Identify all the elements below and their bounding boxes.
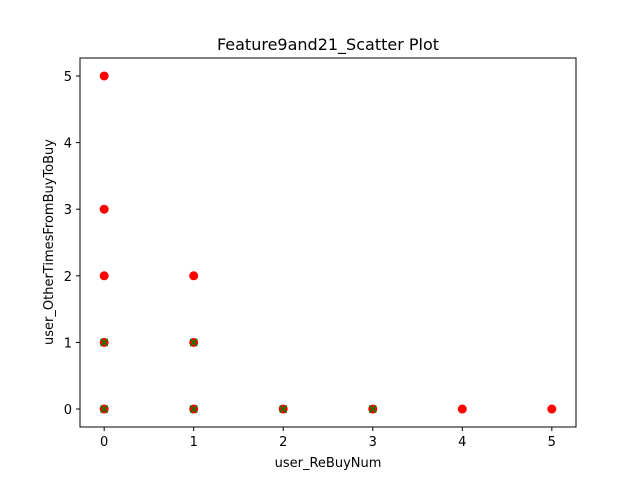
plot-area — [79, 57, 577, 428]
x-tick-label: 2 — [279, 435, 287, 450]
red-point — [547, 404, 557, 414]
green-x-point — [100, 338, 109, 347]
red-point — [99, 204, 109, 214]
y-tick-label: 5 — [64, 70, 72, 85]
y-tick-label: 4 — [64, 137, 72, 152]
green-x-point — [279, 404, 288, 414]
y-tick-label: 0 — [64, 403, 72, 418]
x-tick-label: 0 — [100, 435, 108, 450]
x-axis-label: user_ReBuyNum — [275, 456, 382, 471]
axis-ticks: 0 1 2 3 4 5 0 1 2 3 4 5 — [64, 70, 556, 450]
chart-title: Feature9and21_Scatter Plot — [217, 35, 439, 55]
y-axis-label: user_OtherTimesFromBuyToBuy — [42, 139, 57, 345]
x-tick-label: 3 — [369, 435, 377, 450]
red-point — [99, 71, 109, 81]
y-tick-label: 1 — [64, 336, 72, 351]
red-point — [457, 404, 467, 414]
data-points — [99, 71, 557, 414]
y-tick-label: 3 — [64, 203, 72, 218]
x-tick-label: 5 — [548, 435, 556, 450]
green-x-point — [368, 404, 377, 414]
red-point — [189, 271, 199, 281]
green-x-point — [189, 404, 198, 414]
green-x-point — [189, 338, 198, 347]
x-tick-label: 1 — [190, 435, 198, 450]
y-tick-label: 2 — [64, 270, 72, 285]
x-tick-label: 4 — [458, 435, 466, 450]
green-x-point — [100, 404, 109, 414]
red-point — [99, 271, 109, 281]
